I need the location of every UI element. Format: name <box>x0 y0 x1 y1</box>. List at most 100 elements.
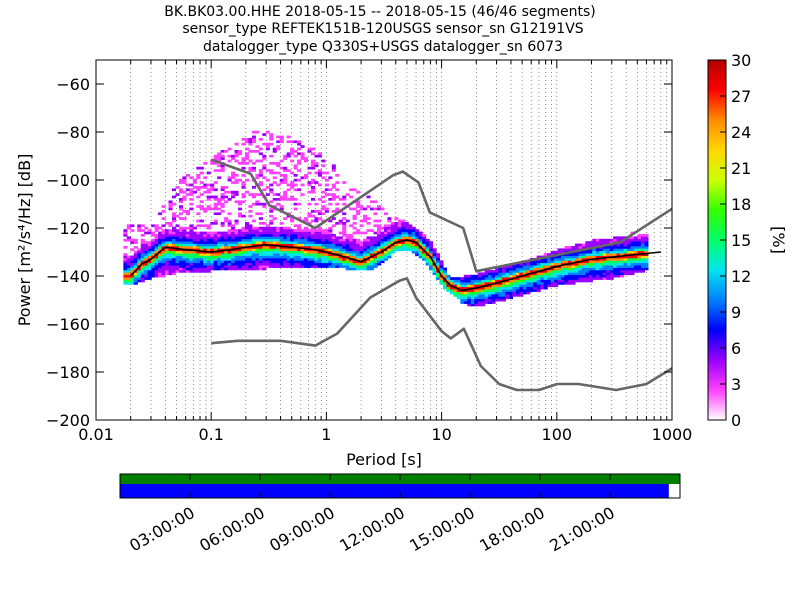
heatmap-cell <box>251 236 256 240</box>
heatmap-cell <box>255 243 260 247</box>
heatmap-cell <box>178 243 184 247</box>
heatmap-cell <box>623 253 628 256</box>
heatmap-cell <box>272 150 277 153</box>
heatmap-cell <box>265 265 270 268</box>
heatmap-cell <box>613 253 618 256</box>
heatmap-cell <box>265 226 270 230</box>
heatmap-cell <box>154 250 159 254</box>
heatmap-cell <box>283 229 288 232</box>
heatmap-cell <box>279 205 284 208</box>
heatmap-cell <box>189 229 194 232</box>
heatmap-cell <box>224 260 229 264</box>
heatmap-cell <box>241 234 246 237</box>
heatmap-cell <box>363 250 368 254</box>
heatmap-cell <box>269 162 274 165</box>
heatmap-cell <box>356 238 361 242</box>
heatmap-cell <box>554 284 559 288</box>
heatmap-cell <box>227 147 232 151</box>
heatmap-cell <box>168 238 173 242</box>
heatmap-cell <box>571 258 576 261</box>
x-tick-label: 0.01 <box>78 425 114 444</box>
heatmap-cell <box>269 183 274 187</box>
heatmap-cell <box>175 253 180 256</box>
heatmap-cell <box>258 171 263 175</box>
heatmap-cell <box>321 195 326 199</box>
heatmap-cell <box>387 226 392 230</box>
heatmap-cell <box>300 253 305 256</box>
heatmap-cell <box>456 277 461 280</box>
heatmap-cell <box>220 195 225 199</box>
heatmap-cell <box>262 142 267 146</box>
heatmap-cell <box>137 250 142 254</box>
heatmap-cell <box>217 258 222 261</box>
heatmap-cell <box>217 212 222 216</box>
heatmap-cell <box>376 229 382 232</box>
heatmap-cell <box>435 255 441 259</box>
heatmap-cell <box>356 250 361 254</box>
heatmap-cell <box>123 258 128 261</box>
heatmap-cell <box>411 229 416 232</box>
heatmap-cell <box>279 255 284 259</box>
heatmap-cell <box>324 188 329 192</box>
heatmap-cell <box>429 260 434 264</box>
heatmap-cell <box>251 243 256 247</box>
heatmap-cell <box>237 231 243 235</box>
heatmap-cell <box>130 241 135 244</box>
heatmap-cell <box>366 262 371 266</box>
heatmap-cell <box>460 291 465 295</box>
heatmap-cell <box>442 274 448 278</box>
heatmap-cell <box>404 229 409 232</box>
heatmap-cell <box>293 231 298 235</box>
heatmap-cell <box>220 231 225 235</box>
heatmap-cell <box>154 258 159 261</box>
heatmap-cell <box>175 248 180 252</box>
heatmap-cell <box>512 286 517 290</box>
heatmap-cell <box>321 229 326 232</box>
heatmap-cell <box>501 286 507 290</box>
heatmap-cell <box>498 270 503 273</box>
heatmap-cell <box>237 236 243 240</box>
heatmap-cell <box>314 253 319 256</box>
heatmap-cell <box>297 265 302 268</box>
heatmap-cell <box>328 229 333 232</box>
heatmap-cell <box>599 272 604 276</box>
heatmap-cell <box>331 255 336 259</box>
heatmap-cell <box>161 241 166 244</box>
timeline-tick-label: 03:00:00 <box>126 503 198 555</box>
x-tick-label: 1 <box>321 425 331 444</box>
heatmap-cell <box>595 241 600 244</box>
heatmap-cell <box>303 226 309 230</box>
heatmap-cell <box>241 195 246 199</box>
heatmap-cell <box>269 188 274 192</box>
heatmap-cell <box>172 212 177 216</box>
heatmap-cell <box>383 241 388 244</box>
heatmap-cell <box>408 246 413 249</box>
heatmap-cell <box>130 282 135 285</box>
heatmap-cell <box>512 294 517 297</box>
heatmap-cell <box>397 248 402 252</box>
heatmap-cell <box>196 166 201 170</box>
heatmap-cell <box>144 267 149 271</box>
heatmap-cell <box>581 250 586 254</box>
heatmap-cell <box>199 248 204 252</box>
heatmap-cell <box>144 258 149 261</box>
heatmap-cell <box>206 260 211 264</box>
heatmap-cell <box>293 164 298 168</box>
heatmap-cell <box>356 246 361 249</box>
heatmap-cell <box>220 154 225 158</box>
heatmap-cell <box>196 195 201 199</box>
heatmap-cell <box>241 231 246 235</box>
heatmap-cell <box>123 270 128 273</box>
heatmap-cell <box>529 289 534 292</box>
heatmap-cell <box>314 246 319 249</box>
heatmap-cell <box>609 253 614 256</box>
heatmap-cell <box>387 241 392 244</box>
heatmap-cell <box>224 190 229 194</box>
heatmap-cell <box>182 270 187 273</box>
heatmap-cell <box>140 260 145 264</box>
heatmap-cell <box>248 166 253 170</box>
heatmap-cell <box>373 265 378 268</box>
heatmap-cell <box>203 258 208 261</box>
heatmap-cell <box>633 267 639 271</box>
heatmap-cell <box>161 234 166 237</box>
